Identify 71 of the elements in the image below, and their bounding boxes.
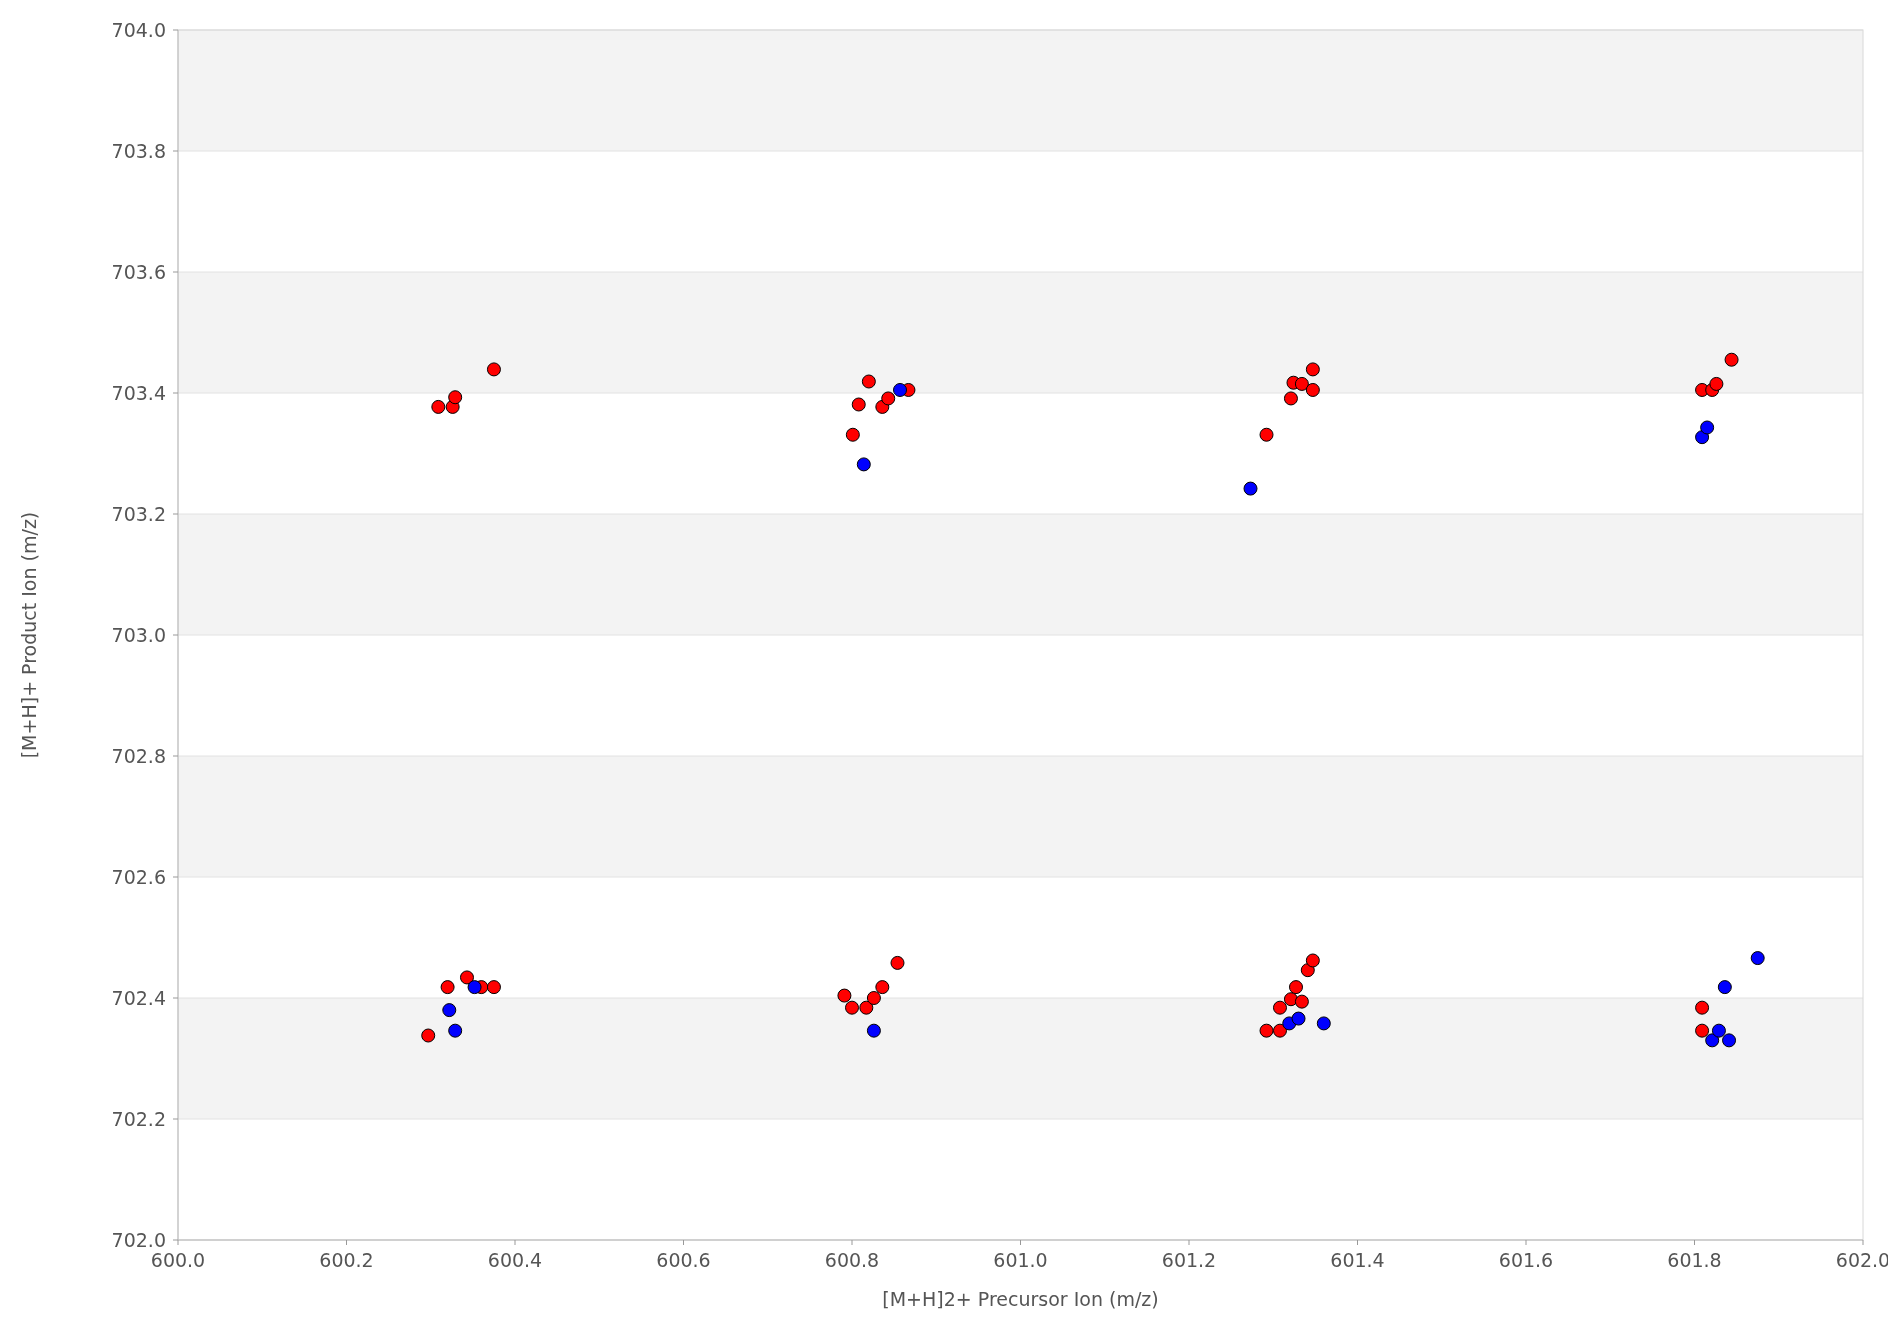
point [1259, 427, 1274, 442]
point [866, 991, 881, 1005]
point [1289, 980, 1303, 995]
point [440, 980, 455, 995]
point [1750, 951, 1765, 966]
point [1305, 953, 1320, 968]
point [1243, 481, 1258, 496]
point [448, 1023, 463, 1038]
point [459, 970, 474, 985]
point [1722, 1033, 1737, 1048]
point [1705, 1033, 1720, 1048]
point [866, 1023, 881, 1038]
point [851, 397, 866, 412]
y-tick-label: 702.0 [111, 1229, 166, 1251]
point [1717, 980, 1732, 995]
y-axis-title: [M+H]+ Product Ion (m/z) [18, 511, 40, 759]
point [448, 390, 463, 405]
y-tick-label: 703.0 [111, 624, 166, 646]
x-tick-label: 600.4 [487, 1249, 543, 1271]
point [893, 382, 908, 397]
x-tick-label: 601.8 [1667, 1249, 1722, 1271]
x-tick-label: 600.2 [319, 1249, 374, 1271]
y-tick-label: 704.0 [111, 19, 166, 41]
point [486, 362, 501, 377]
point [1695, 1023, 1710, 1038]
point [1695, 1000, 1710, 1015]
point [1316, 1016, 1331, 1031]
point [856, 457, 871, 472]
point [421, 1028, 436, 1043]
point [845, 1000, 859, 1015]
point [442, 1003, 457, 1018]
x-tick-label: 601.2 [1161, 1249, 1217, 1271]
point [837, 988, 852, 1003]
point [1711, 1023, 1726, 1038]
point [845, 427, 860, 442]
y-tick-label: 702.2 [111, 1108, 166, 1130]
point [890, 955, 905, 970]
x-tick-label: 601.4 [1330, 1249, 1385, 1271]
point [861, 374, 876, 389]
point [431, 399, 446, 414]
point [1291, 1011, 1306, 1026]
x-tick-label: 600.6 [656, 1249, 711, 1271]
point [1294, 994, 1309, 1009]
x-axis-title: [M+H]2+ Precursor Ion (m/z) [882, 1288, 1159, 1310]
point [1259, 1023, 1274, 1038]
y-tick-label: 702.6 [111, 866, 166, 888]
point [1724, 352, 1739, 367]
y-tick-label: 702.8 [111, 745, 166, 767]
x-tick-label: 601.0 [993, 1249, 1048, 1271]
point [1272, 1023, 1287, 1038]
y-tick-label: 703.8 [111, 140, 166, 162]
y-tick-label: 703.4 [111, 382, 166, 404]
point [1305, 382, 1320, 397]
y-tick-label: 703.6 [111, 261, 166, 283]
point [467, 980, 482, 995]
point [875, 980, 890, 995]
point [1709, 376, 1724, 391]
x-tick-label: 601.6 [1498, 1249, 1554, 1271]
x-tick-label: 600.8 [824, 1249, 880, 1271]
point [1700, 420, 1715, 435]
x-tick-label: 602.0 [1835, 1249, 1891, 1271]
x-tick-label: 600.0 [150, 1249, 206, 1271]
point [1283, 391, 1298, 406]
point [1294, 376, 1309, 391]
point [1305, 362, 1320, 377]
y-tick-label: 702.4 [111, 987, 166, 1009]
y-tick-label: 703.2 [111, 503, 166, 525]
point [881, 391, 896, 406]
point [1272, 1000, 1287, 1015]
point [486, 980, 501, 995]
point [859, 1000, 874, 1015]
